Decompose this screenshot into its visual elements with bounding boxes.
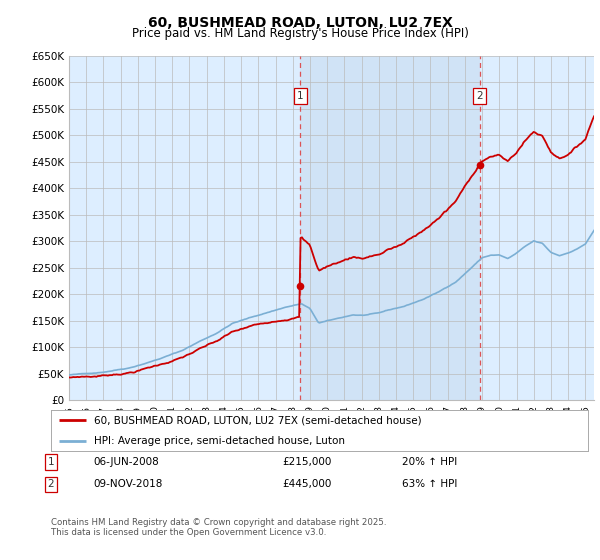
Text: 06-JUN-2008: 06-JUN-2008 xyxy=(93,457,159,467)
Text: Contains HM Land Registry data © Crown copyright and database right 2025.
This d: Contains HM Land Registry data © Crown c… xyxy=(51,518,386,538)
Text: 2: 2 xyxy=(476,91,483,101)
Text: HPI: Average price, semi-detached house, Luton: HPI: Average price, semi-detached house,… xyxy=(94,436,345,446)
Text: 63% ↑ HPI: 63% ↑ HPI xyxy=(402,479,457,489)
Text: £215,000: £215,000 xyxy=(282,457,331,467)
Text: 1: 1 xyxy=(47,457,55,467)
Text: 1: 1 xyxy=(297,91,304,101)
Text: Price paid vs. HM Land Registry's House Price Index (HPI): Price paid vs. HM Land Registry's House … xyxy=(131,27,469,40)
Text: 60, BUSHMEAD ROAD, LUTON, LU2 7EX (semi-detached house): 60, BUSHMEAD ROAD, LUTON, LU2 7EX (semi-… xyxy=(94,415,422,425)
Bar xyxy=(301,56,480,400)
Text: £445,000: £445,000 xyxy=(282,479,331,489)
Text: 20% ↑ HPI: 20% ↑ HPI xyxy=(402,457,457,467)
Text: 09-NOV-2018: 09-NOV-2018 xyxy=(93,479,163,489)
Text: 2: 2 xyxy=(47,479,55,489)
Text: 60, BUSHMEAD ROAD, LUTON, LU2 7EX: 60, BUSHMEAD ROAD, LUTON, LU2 7EX xyxy=(148,16,452,30)
